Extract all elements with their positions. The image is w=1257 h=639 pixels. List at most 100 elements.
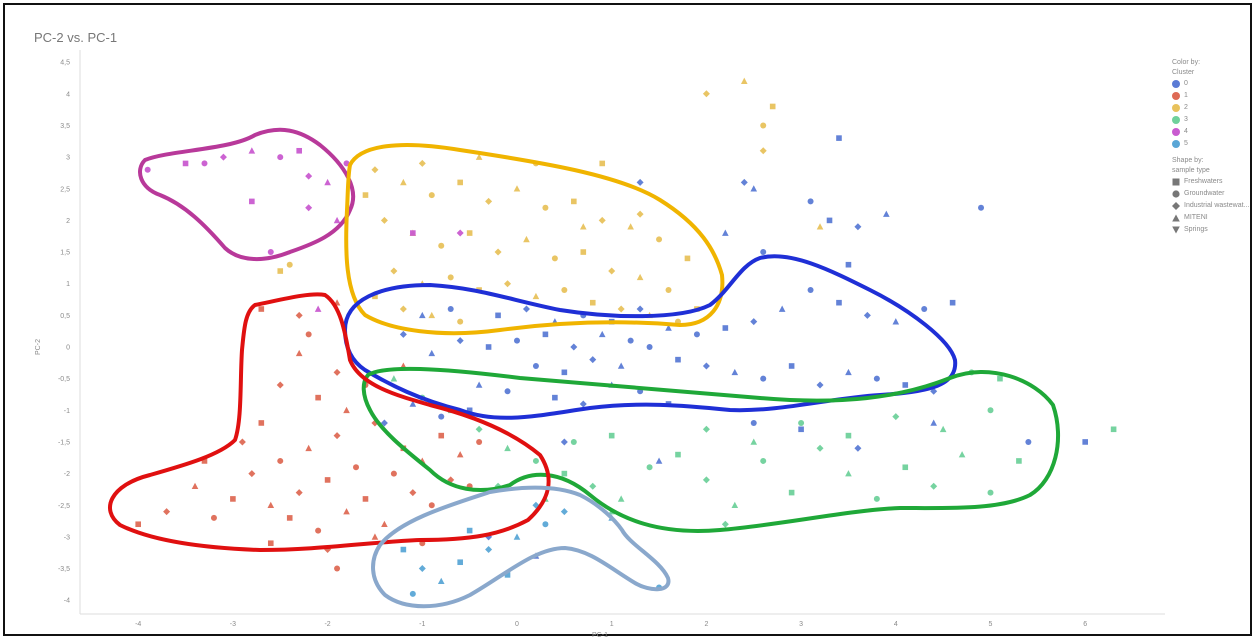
data-point-cluster-2	[636, 273, 644, 281]
legend-item-cluster-0[interactable]: 0	[1172, 78, 1249, 90]
legend-label: 4	[1184, 128, 1188, 135]
y-axis-label: PC-2	[35, 339, 42, 355]
data-point-cluster-0	[693, 331, 700, 338]
data-point-cluster-0	[636, 305, 644, 313]
legend-item-cluster-4[interactable]: 4	[1172, 126, 1249, 138]
data-point-cluster-2	[551, 255, 558, 262]
data-point-cluster-0	[750, 185, 758, 192]
legend-label: 0	[1184, 80, 1188, 87]
data-point-cluster-3	[760, 457, 767, 464]
data-point-cluster-0	[456, 337, 464, 345]
data-point-cluster-1	[276, 381, 284, 389]
y-tick-label: -1	[64, 408, 70, 415]
data-point-cluster-3	[532, 457, 539, 464]
data-point-cluster-0	[826, 217, 833, 224]
data-point-cluster-0	[722, 325, 729, 331]
data-point-cluster-2	[418, 159, 426, 167]
data-point-cluster-1	[277, 457, 284, 464]
data-point-cluster-0	[930, 419, 937, 426]
y-tick-label: -4	[64, 598, 70, 605]
legend-item-shape[interactable]: Groundwater	[1172, 188, 1249, 200]
data-point-cluster-2	[532, 292, 540, 300]
y-tick-label: -2	[64, 471, 70, 478]
data-point-cluster-0	[504, 388, 511, 395]
data-point-cluster-0	[873, 375, 880, 382]
data-point-cluster-5	[542, 521, 549, 528]
legend-item-shape[interactable]: Springs	[1172, 224, 1249, 236]
data-point-cluster-0	[466, 407, 473, 414]
triangle-up-icon	[1172, 214, 1180, 222]
data-point-cluster-4	[267, 249, 274, 256]
data-point-cluster-1	[238, 438, 246, 446]
data-point-cluster-1	[333, 368, 341, 376]
legend-item-shape[interactable]: Industrial wastewat...	[1172, 200, 1249, 212]
x-tick-label: 2	[704, 621, 708, 628]
data-point-cluster-5	[400, 546, 407, 553]
data-point-cluster-1	[371, 533, 379, 540]
data-point-cluster-4	[410, 230, 416, 236]
data-point-cluster-1	[324, 477, 331, 483]
data-point-cluster-2	[580, 249, 587, 255]
data-point-cluster-0	[845, 261, 852, 268]
data-point-cluster-3	[798, 419, 805, 426]
data-point-cluster-2	[665, 287, 672, 294]
data-point-cluster-4	[182, 160, 189, 167]
x-tick-label: 4	[894, 621, 898, 628]
data-point-cluster-4	[305, 172, 313, 180]
data-point-cluster-3	[390, 375, 398, 382]
data-point-cluster-0	[675, 356, 681, 363]
data-point-cluster-0	[532, 362, 539, 369]
data-point-cluster-3	[1110, 426, 1117, 433]
chart-frame	[3, 3, 1252, 636]
data-point-cluster-1	[315, 394, 321, 401]
y-tick-label: 1	[66, 281, 70, 288]
data-point-cluster-1	[315, 527, 322, 534]
data-point-cluster-2	[362, 192, 369, 198]
data-point-cluster-1	[343, 406, 350, 414]
x-tick-label: 6	[1083, 621, 1087, 628]
data-point-cluster-0	[552, 394, 558, 401]
axes: -4 -3 -2 -1 0 1 2 3 4 5 6 4,5 4 3,5 3 2,5 2 1,5 1 0,5 0 -0,5 -…	[35, 50, 1165, 639]
data-point-cluster-1	[210, 514, 217, 521]
y-tick-label: -1,5	[58, 439, 70, 446]
data-point-cluster-2	[598, 216, 606, 224]
data-point-cluster-1	[258, 420, 265, 426]
data-point-cluster-0	[807, 287, 814, 294]
y-tick-label: 2	[66, 218, 70, 225]
data-point-cluster-2	[457, 318, 464, 325]
x-tick-label: 0	[515, 621, 519, 628]
legend-item-cluster-2[interactable]: 2	[1172, 102, 1249, 114]
data-point-cluster-2	[513, 185, 521, 192]
legend-item-shape[interactable]: MITENI	[1172, 212, 1249, 224]
x-tick-label: 1	[610, 621, 614, 628]
cluster-outline-5	[371, 485, 671, 609]
y-tick-label: 2,5	[60, 186, 70, 193]
data-point-cluster-1	[230, 496, 236, 502]
legend-label: Groundwater	[1184, 190, 1225, 197]
data-point-cluster-4	[324, 178, 331, 186]
legend-label: Industrial wastewat...	[1184, 202, 1250, 209]
data-point-cluster-4	[314, 305, 322, 312]
data-point-cluster-2	[457, 179, 463, 186]
legend-label: Springs	[1184, 226, 1208, 233]
diamond-icon	[1172, 202, 1180, 210]
legend-item-shape[interactable]: Freshwaters	[1172, 176, 1249, 188]
legend-item-cluster-5[interactable]: 5	[1172, 138, 1249, 150]
y-tick-label: 0,5	[60, 313, 70, 320]
circle-icon	[1172, 92, 1180, 100]
data-point-cluster-2	[523, 235, 530, 243]
data-point-cluster-0	[636, 178, 644, 186]
data-point-cluster-0	[522, 305, 530, 313]
legend-item-cluster-3[interactable]: 3	[1172, 114, 1249, 126]
data-point-cluster-0	[570, 343, 578, 351]
x-tick-label: -3	[230, 621, 236, 628]
data-point-cluster-0	[560, 438, 568, 446]
data-point-cluster-5	[466, 527, 473, 534]
data-point-cluster-1	[201, 458, 208, 464]
data-point-cluster-0	[1025, 438, 1032, 445]
data-point-cluster-5	[513, 533, 521, 540]
data-point-cluster-3	[675, 451, 681, 458]
legend-shape-field: sample type	[1172, 167, 1210, 174]
data-point-cluster-3	[504, 444, 511, 452]
legend-item-cluster-1[interactable]: 1	[1172, 90, 1249, 102]
